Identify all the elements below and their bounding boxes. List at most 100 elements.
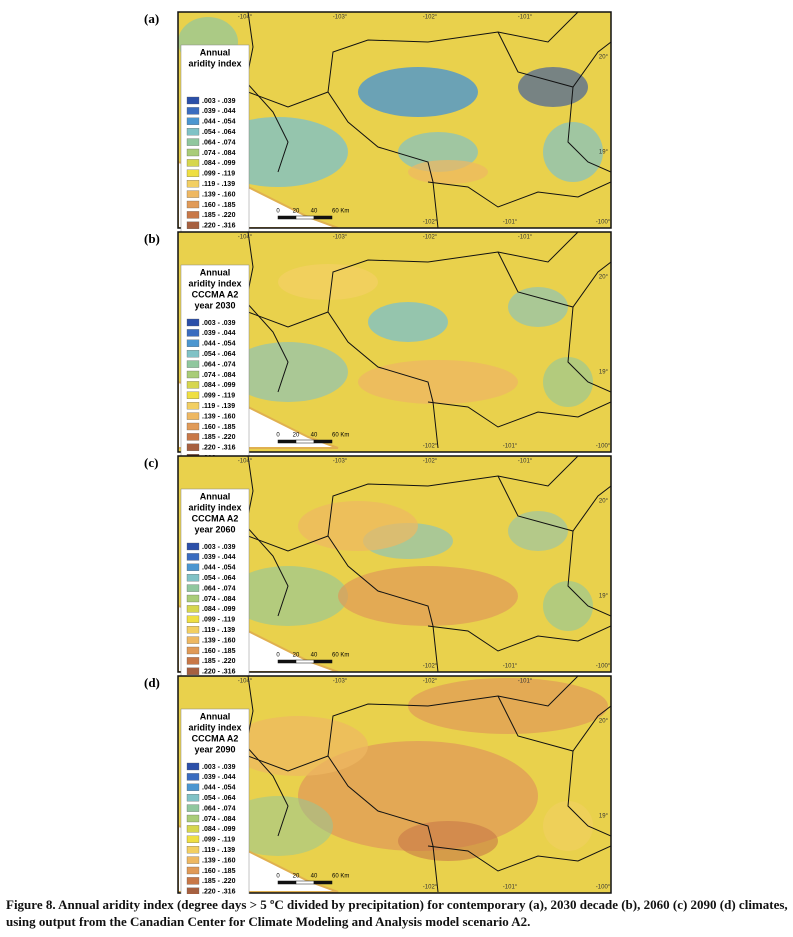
map-region: [338, 566, 518, 626]
legend-swatch: [186, 846, 200, 854]
map-region: [358, 360, 518, 404]
legend-swatch: [186, 542, 200, 551]
map-region: [518, 67, 588, 107]
map: [178, 456, 611, 672]
coord: -101°: [503, 220, 518, 226]
legend-label: .139 - .160: [202, 413, 236, 420]
legend-label: .003 - .039: [202, 544, 236, 551]
map-panel: (b) -104° -103° -102° -101° -102° -101° -100° 20…: [144, 231, 612, 469]
legend-swatch: [186, 783, 200, 791]
legend-title: aridity index: [188, 58, 241, 68]
legend-swatch: [186, 350, 200, 358]
legend-label: .220 - .316: [202, 669, 236, 676]
legend-title: Annual: [200, 491, 231, 501]
scale-label: 20: [293, 209, 300, 215]
border: [427, 845, 611, 872]
legend-swatch: [186, 412, 200, 420]
legend-title: aridity index: [188, 722, 241, 732]
legend-swatch: [186, 615, 200, 623]
legend-swatch: [186, 370, 200, 379]
coord: -100°: [596, 444, 611, 450]
scale-segment: [313, 880, 333, 885]
legend-label: .003 - .039: [202, 764, 236, 771]
legend-swatch: [186, 563, 200, 571]
coord: -104°: [238, 235, 253, 241]
coord: -102°: [423, 459, 438, 465]
coord: -103°: [333, 679, 348, 685]
legend-title: CCCMA A2: [192, 733, 239, 743]
map-region: [543, 581, 593, 631]
coord: 20°: [599, 275, 609, 281]
scale-label: 0: [276, 209, 280, 215]
map: [178, 232, 611, 452]
map-region: [298, 741, 538, 851]
legend-swatch: [186, 221, 200, 229]
scale-label: 20: [293, 874, 300, 880]
legend-label: .074 - .084: [202, 816, 236, 823]
legend-swatch: [186, 138, 200, 146]
legend-label: .119 - .139: [202, 627, 235, 634]
border: [247, 91, 439, 228]
legend-swatch: [186, 877, 200, 885]
legend-swatch: [186, 96, 200, 105]
scale-segment: [295, 439, 315, 444]
legend-swatch: [186, 667, 200, 675]
coord: -100°: [596, 220, 611, 226]
legend-swatch: [186, 381, 200, 389]
coord: -102°: [423, 220, 438, 226]
legend-label: .160 - .185: [202, 648, 236, 655]
legend-swatch: [186, 626, 200, 634]
legend-swatch: [186, 339, 200, 347]
legend-swatch: [186, 169, 200, 177]
caption: Figure 8. Annual aridity index (degree d…: [6, 897, 788, 929]
coord: -101°: [518, 459, 533, 465]
border: [327, 232, 579, 313]
legend-label: .160 - .185: [202, 202, 236, 209]
map-region: [223, 796, 333, 856]
legend-swatch: [186, 866, 200, 875]
legend-swatch: [186, 148, 200, 157]
legend-label: .160 - .185: [202, 424, 236, 431]
legend-label: .220 - .316: [202, 223, 236, 230]
map-region: [398, 821, 498, 861]
legend-swatch: [186, 825, 200, 833]
figure: (a) -104° -103° -102° -101° -102° -101° -100° 20…: [144, 11, 612, 894]
legend-swatch: [186, 159, 200, 167]
coord: -101°: [518, 15, 533, 21]
legend-swatch: [186, 594, 200, 603]
scale-label: 40: [311, 874, 318, 880]
border: [567, 750, 611, 837]
legend-swatch: [186, 553, 200, 561]
legend-swatch: [186, 422, 200, 431]
coord: -103°: [333, 15, 348, 21]
legend-swatch: [186, 433, 200, 441]
legend-label: .074 - .084: [202, 596, 236, 603]
scale-label: 0: [276, 653, 280, 659]
legend-label: .039 - .044: [202, 330, 236, 337]
coord: -101°: [503, 885, 518, 891]
coord: -102°: [423, 444, 438, 450]
coord: -103°: [333, 459, 348, 465]
legend-title: CCCMA A2: [192, 513, 239, 523]
map-region: [228, 566, 348, 626]
border: [245, 676, 289, 837]
legend-swatch: [186, 605, 200, 613]
border: [427, 401, 611, 428]
map-frame: [177, 455, 612, 673]
legend-swatch: [186, 360, 200, 368]
legend-label: .044 - .054: [202, 341, 236, 348]
legend-label: .160 - .185: [202, 868, 236, 875]
coord: -104°: [238, 679, 253, 685]
legend-label: .054 - .064: [202, 795, 236, 802]
legend-swatch: [186, 804, 200, 812]
scale-label: 60 Km: [332, 209, 349, 215]
legend-label: .003 - .039: [202, 98, 236, 105]
legend-label: .054 - .064: [202, 351, 236, 358]
panel-label: (b): [144, 231, 160, 246]
coord: -104°: [238, 459, 253, 465]
legend-swatch: [186, 773, 200, 781]
panel-label: (d): [144, 675, 160, 690]
map-region: [543, 357, 593, 407]
legend-swatch: [186, 814, 200, 823]
scale-label: 60 Km: [332, 433, 349, 439]
